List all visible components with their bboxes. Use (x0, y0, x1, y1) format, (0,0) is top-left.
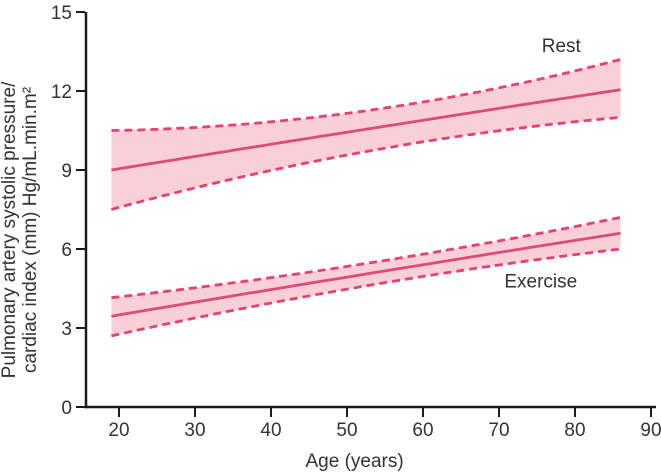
x-axis-title: Age (years) (305, 451, 403, 472)
x-tick-label: 90 (640, 420, 661, 441)
rest-upper-ci-line (111, 58, 621, 132)
y-tick-label: 3 (61, 319, 72, 340)
exercise-confidence-band (111, 217, 621, 336)
x-tick-label: 40 (260, 420, 281, 441)
x-tick-label: 70 (488, 420, 509, 441)
rest-confidence-band (111, 59, 621, 210)
y-tick-label: 6 (61, 240, 72, 261)
x-tick-label: 30 (184, 420, 205, 441)
y-axis-title-line2: cardiac index (mm) Hg/mL.min.m² (20, 87, 41, 373)
y-axis-title-line1: Pulmonary artery systolic pressure/ (0, 81, 20, 378)
y-tick-label: 15 (51, 3, 72, 24)
y-tick-label: 9 (61, 161, 72, 182)
rest-mean-line (111, 88, 621, 172)
x-tick-label: 80 (564, 420, 585, 441)
rest-label: Rest (542, 36, 582, 57)
x-tick-label: 20 (108, 420, 129, 441)
y-tick-label: 12 (51, 82, 72, 103)
exercise-mean-line (111, 231, 621, 318)
exercise-label: Exercise (504, 272, 577, 293)
y-tick-label: 0 (61, 398, 72, 419)
rest-lower-ci-line (111, 115, 621, 211)
exercise-upper-ci-line (111, 216, 621, 300)
exercise-lower-ci-line (111, 247, 621, 338)
x-tick-label: 60 (412, 420, 433, 441)
x-tick-label: 50 (336, 420, 357, 441)
